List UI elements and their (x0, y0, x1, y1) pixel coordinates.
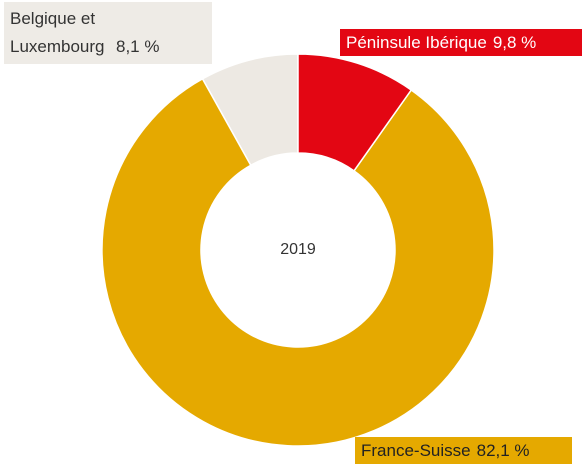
center-label: 2019 (280, 241, 316, 258)
donut-slice (101, 77, 495, 447)
value-label: 8,1 % (116, 37, 160, 56)
donut-slice (297, 53, 413, 172)
slice-label: France-Suisse 82,1 % (355, 437, 572, 464)
category-label: Péninsule Ibérique (346, 33, 487, 52)
slice-label: Belgique et Luxembourg 8,1 % (4, 2, 212, 64)
category-label: Belgique et Luxembourg (10, 9, 105, 56)
slice-label: Péninsule Ibérique 9,8 % (340, 29, 582, 56)
value-label: 9,8 % (492, 33, 537, 52)
category-label: France-Suisse (361, 441, 471, 460)
value-label: 82,1 % (476, 441, 530, 460)
